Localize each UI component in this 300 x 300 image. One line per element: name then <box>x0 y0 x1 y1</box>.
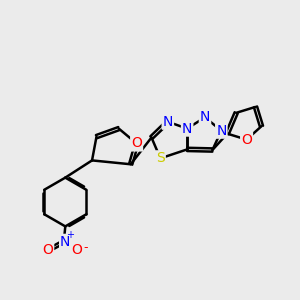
Text: N: N <box>163 115 173 129</box>
Text: O: O <box>71 243 82 257</box>
Text: N: N <box>60 235 70 249</box>
Text: +: + <box>66 230 74 240</box>
Text: S: S <box>156 151 165 165</box>
Text: O: O <box>241 133 252 147</box>
Text: -: - <box>83 241 88 254</box>
Text: N: N <box>200 110 210 124</box>
Text: O: O <box>131 136 142 151</box>
Text: N: N <box>216 124 226 138</box>
Text: O: O <box>42 243 53 257</box>
Text: N: N <box>182 122 192 136</box>
